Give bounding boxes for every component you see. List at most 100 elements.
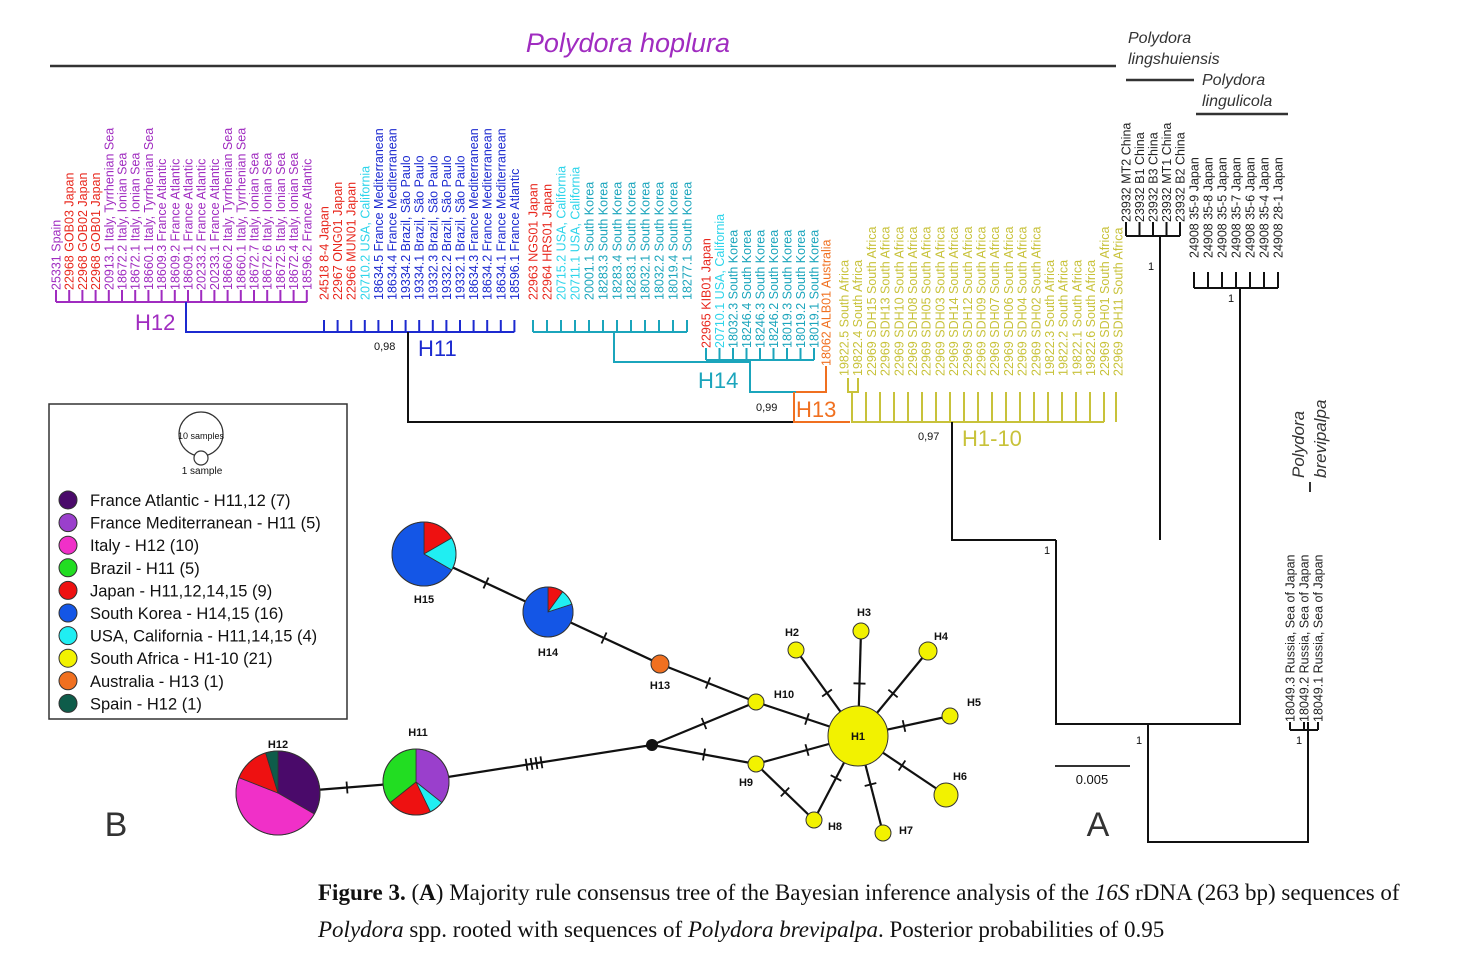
leaf-id: 22969 SDH10 bbox=[892, 294, 906, 376]
leaf-id: 22968 GOB02 bbox=[76, 207, 90, 290]
clade-label-h1-10: H1-10 bbox=[962, 426, 1022, 451]
china-leaf: 23932 B2 China bbox=[1174, 132, 1188, 222]
leaf-locality: USA, California bbox=[555, 166, 569, 251]
clade-label-h12: H12 bbox=[135, 310, 175, 335]
leaf-locality: South Africa bbox=[1070, 260, 1084, 327]
lingshuiensis-label-2: lingshuiensis bbox=[1128, 51, 1220, 68]
h12-leaf: 18660.1 Italy, Tyrrhenian Sea bbox=[142, 128, 156, 290]
leaf-locality: Brazil, São Paulo bbox=[399, 155, 413, 251]
leaf-id: 18246.4 bbox=[740, 299, 754, 348]
h11-leaf: 18634.2 France Mediterranean bbox=[481, 128, 495, 300]
leaf-id: 22969 SDH08 bbox=[906, 294, 920, 376]
h1-10-leaf: 19822.3 South Africa bbox=[1043, 260, 1057, 376]
leaf-locality: USA, California bbox=[358, 166, 372, 251]
h11-leaf: 18596.1 France Atlantic bbox=[508, 169, 522, 300]
mutation-tick bbox=[524, 758, 529, 771]
leaf-locality: South Korea bbox=[727, 230, 741, 300]
mutation-tick bbox=[600, 632, 608, 644]
mutation-tick bbox=[704, 677, 712, 689]
haplotype-h7 bbox=[874, 824, 892, 842]
brevipalpa-label-1: Polydora bbox=[1289, 411, 1308, 478]
haplotype-h9 bbox=[747, 755, 765, 773]
h11-leaf: 19334.2 Brazil, São Paulo bbox=[399, 155, 413, 300]
legend-scale-big-label: 10 samples bbox=[178, 431, 225, 441]
leaf-locality: France Atlantic bbox=[168, 159, 182, 242]
russia-leaf: 18049.3 Russia, Sea of Japan bbox=[1284, 554, 1298, 722]
pie-outline bbox=[522, 586, 574, 638]
h12-comb bbox=[55, 290, 308, 303]
leaf-id: 18660.1 bbox=[142, 241, 156, 290]
haplotype-h3 bbox=[852, 622, 870, 640]
leaf-locality: South Korea bbox=[597, 182, 611, 252]
figure-3: Polydora hoplura Polydora lingshuiensis … bbox=[48, 28, 1330, 844]
mutation-tick bbox=[482, 577, 490, 589]
mutation-tick bbox=[700, 717, 708, 730]
h11h12-stem bbox=[407, 332, 794, 423]
lingshuiensis-label-1: Polydora bbox=[1128, 30, 1191, 47]
h15-leaf: 18019.4 South Korea bbox=[667, 182, 681, 300]
h12-leaf: 18672.6 Italy, Ionian Sea bbox=[261, 153, 275, 290]
haplotype-h8 bbox=[805, 811, 823, 829]
leaf-id: 19332.1 bbox=[454, 251, 468, 300]
leaf-id: 19822.4 bbox=[851, 327, 865, 376]
leaf-locality: South Korea bbox=[740, 230, 754, 300]
h11-leaf: 18634.5 France Mediterranean bbox=[372, 128, 386, 300]
leaf-id: 22969 SDH04 bbox=[1016, 294, 1030, 376]
leaf-locality: Japan bbox=[345, 182, 359, 216]
haplotype-label: H3 bbox=[857, 607, 871, 619]
leaf-locality: Italy, Tyrrhenian Sea bbox=[142, 128, 156, 242]
tree-branches bbox=[55, 222, 1319, 843]
haplotype-label: H11 bbox=[408, 727, 428, 739]
legend-label: USA, California - H11,14,15 (4) bbox=[90, 628, 317, 646]
leaf-locality: France Mediterranean bbox=[372, 128, 386, 251]
mutation-tick bbox=[830, 774, 842, 782]
leaf-locality: Italy, Ionian Sea bbox=[248, 153, 262, 242]
hoplura-title: Polydora hoplura bbox=[526, 28, 730, 58]
leaf-locality: South Africa bbox=[906, 227, 920, 294]
h11-leaf: 18634.3 France Mediterranean bbox=[467, 128, 481, 300]
h1-10-leaf: 22969 SDH01 South Africa bbox=[1098, 227, 1112, 376]
legend-label: Italy - H12 (10) bbox=[90, 537, 199, 555]
mutation-tick bbox=[534, 757, 539, 770]
h1-10-leaf: 22969 SDH03 South Africa bbox=[933, 227, 947, 376]
leaf-id: 22969 SDH14 bbox=[947, 294, 961, 376]
leaf-locality: South Korea bbox=[781, 230, 795, 300]
leaf-id: 18672.2 bbox=[116, 241, 130, 290]
leaf-locality: South Africa bbox=[1029, 227, 1043, 294]
leaf-id: 19332.2 bbox=[440, 251, 454, 300]
leaf-id: 25331 bbox=[50, 252, 64, 290]
leaf-locality: South Africa bbox=[838, 260, 852, 327]
china-leaf: 23932 MT1 China bbox=[1160, 123, 1174, 222]
leaf-id: 20710.2 bbox=[358, 251, 372, 300]
leaf-locality: South Africa bbox=[961, 227, 975, 294]
japan-leaf: 24908 35-4 Japan bbox=[1258, 157, 1272, 258]
h14-leaf: 18019.1 South Korea bbox=[808, 230, 822, 348]
leaf-id: 22969 SDH09 bbox=[975, 294, 989, 376]
h15-leaf: 18283.4 South Korea bbox=[611, 182, 625, 300]
h11-leaf: 22966 MUN01 Japan bbox=[345, 182, 359, 300]
figure-caption: Figure 3. (A) Majority rule consensus tr… bbox=[318, 874, 1458, 948]
leaf-locality: South Africa bbox=[892, 227, 906, 294]
haplotype-h10 bbox=[747, 693, 765, 711]
japan-comb bbox=[1193, 272, 1279, 289]
leaf-locality: Brazil, São Paulo bbox=[454, 155, 468, 251]
leaf-locality: Japan bbox=[76, 172, 90, 206]
leaf-locality: France Atlantic bbox=[182, 159, 196, 242]
h15-leaf: 20715.2 USA, California bbox=[555, 166, 569, 300]
brevipalpa-label-2: brevipalpa bbox=[1311, 400, 1330, 478]
haplotype-label: H13 bbox=[650, 680, 670, 692]
h11-leaf: 24518 8-4 Japan bbox=[318, 206, 332, 300]
haplotype-h15 bbox=[391, 521, 457, 587]
mutation-tick bbox=[804, 743, 810, 757]
h15-leaf: 18277.1 South Korea bbox=[681, 182, 695, 300]
japan-leaf: 24908 35-8 Japan bbox=[1202, 157, 1216, 258]
leaf-locality: South Korea bbox=[653, 182, 667, 252]
haplotype-h12 bbox=[235, 750, 321, 836]
caption-text-2: ) Majority rule consensus tree of the Ba… bbox=[435, 880, 1095, 905]
legend-swatch bbox=[58, 558, 78, 578]
leaf-id: 22963 NGS01 bbox=[527, 217, 541, 300]
leaf-locality: South Africa bbox=[851, 260, 865, 327]
leaf-id: 18283.1 bbox=[625, 251, 639, 300]
leaf-id: 18672.6 bbox=[261, 241, 275, 290]
leaf-locality: South Korea bbox=[625, 182, 639, 252]
